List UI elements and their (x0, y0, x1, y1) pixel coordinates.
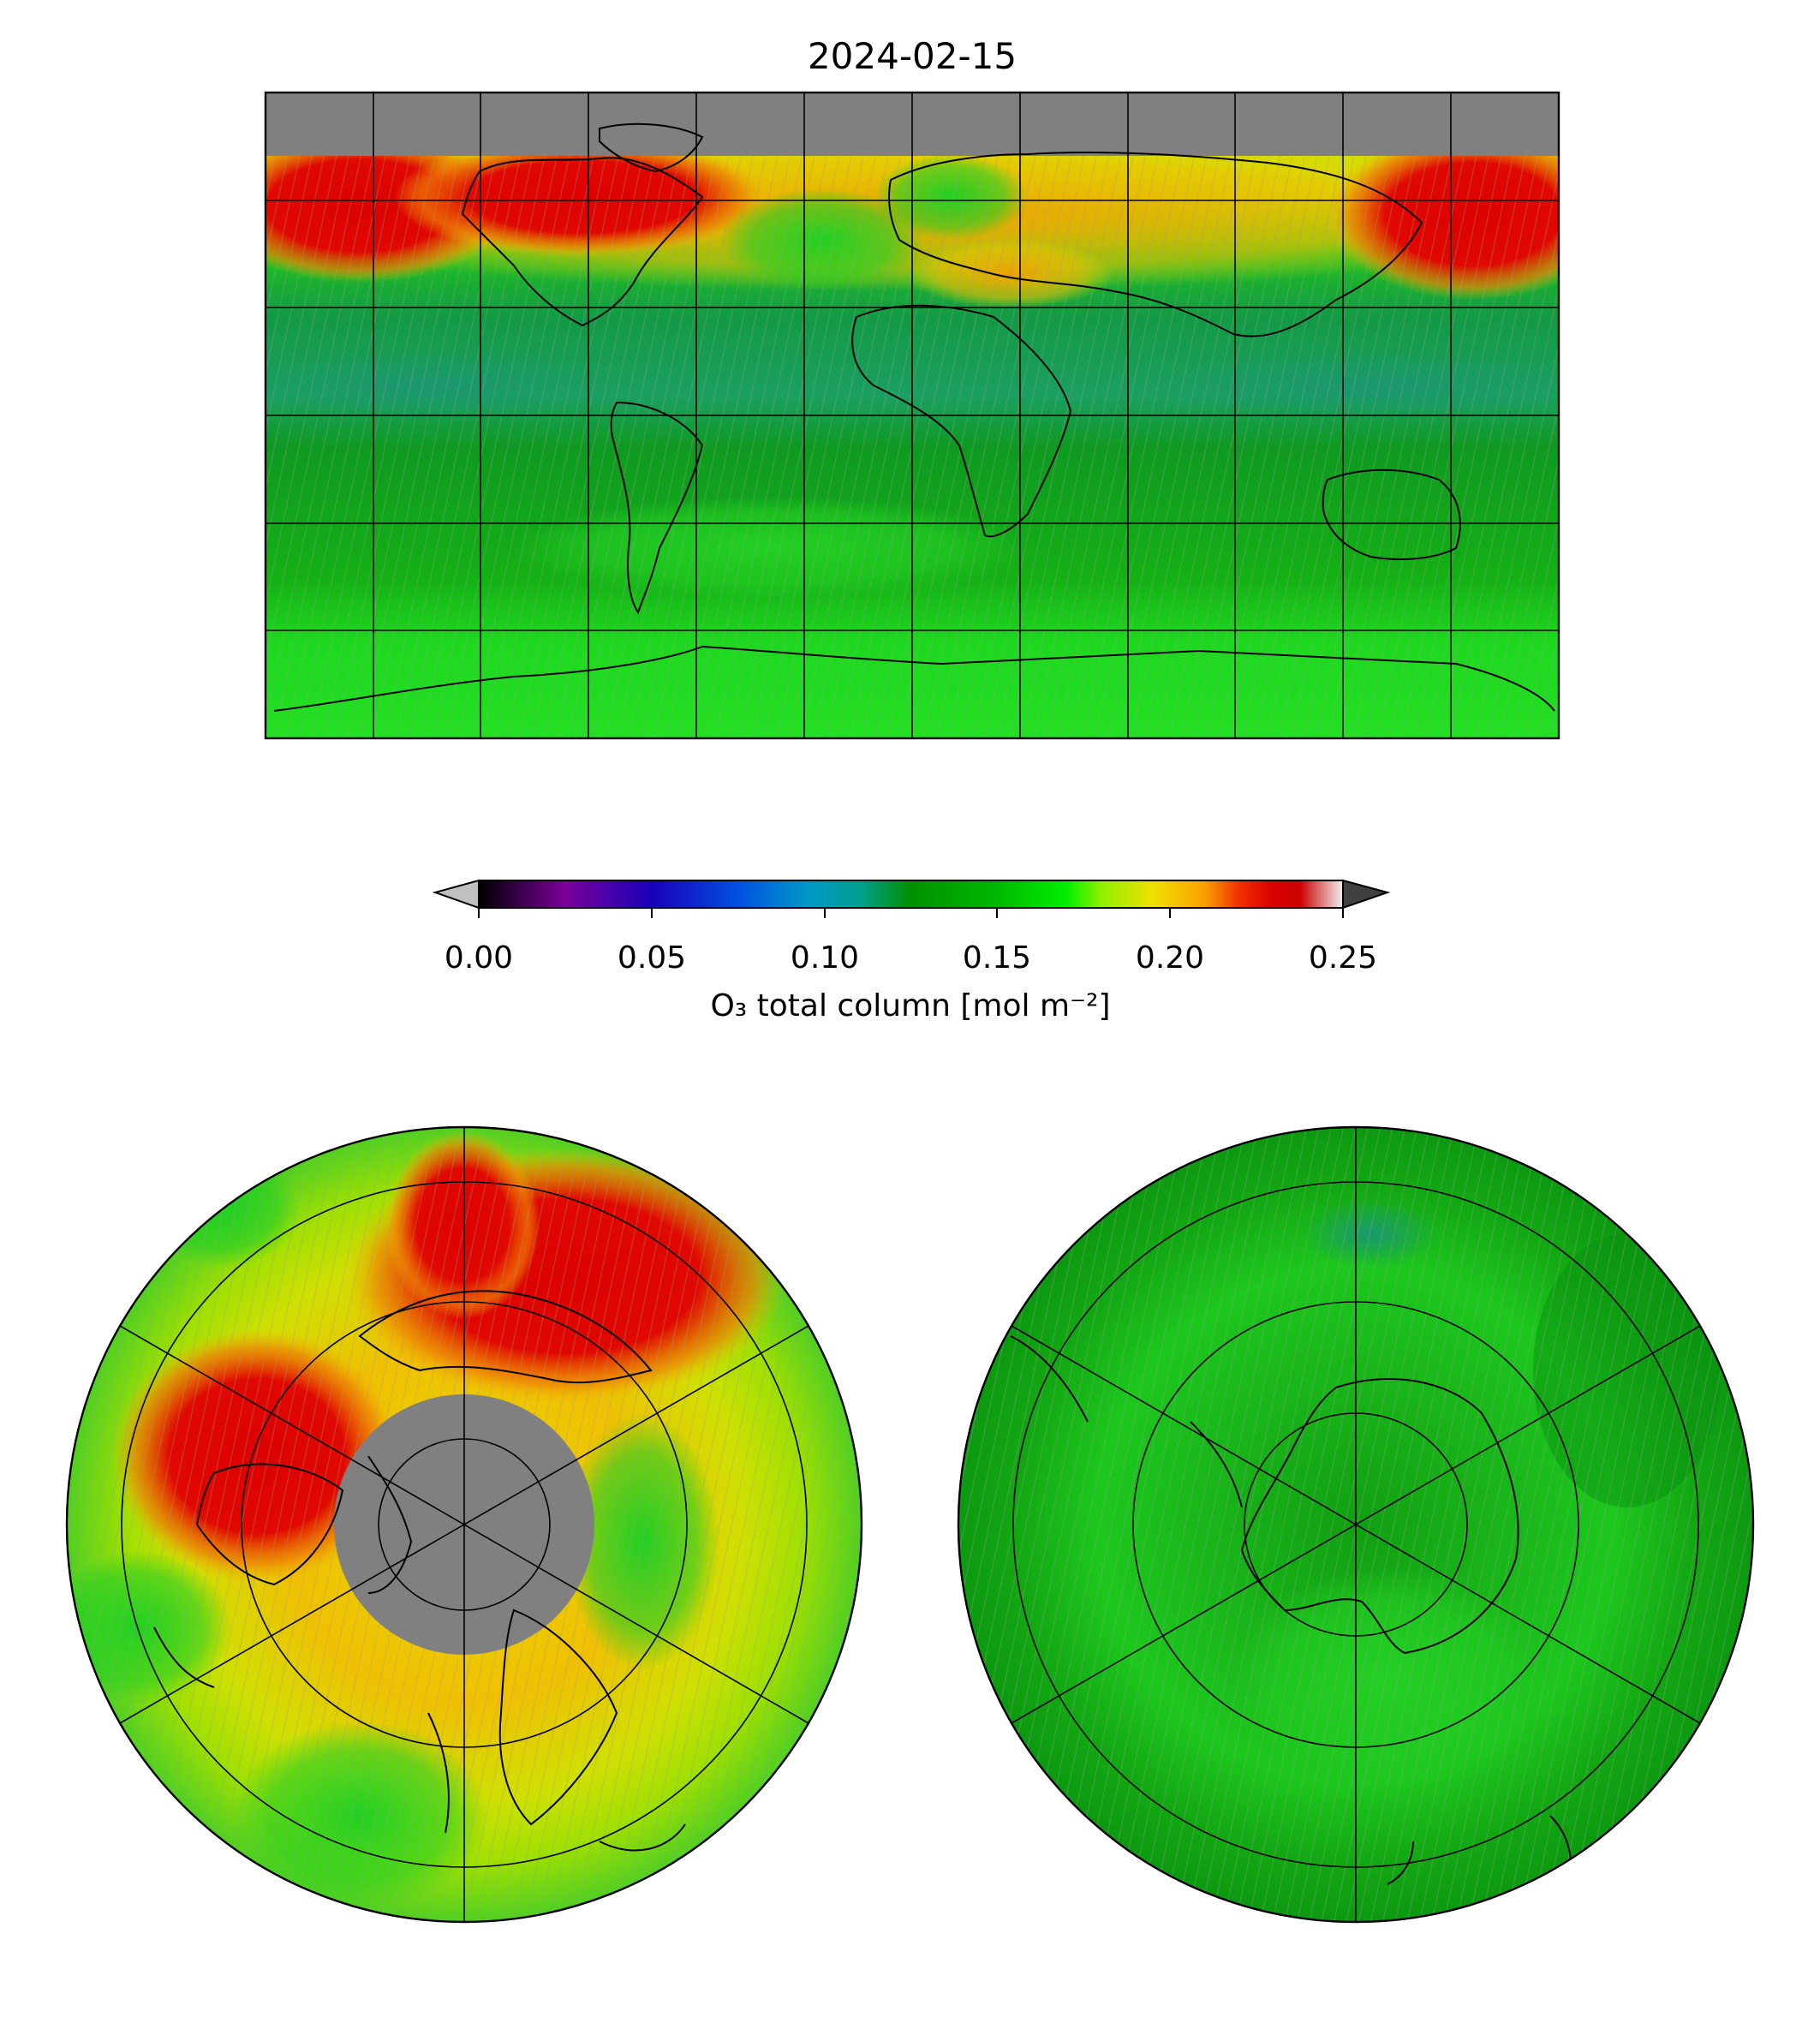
colorbar-ticks (478, 908, 1344, 918)
coastlines (273, 122, 1555, 712)
north-polar-map (67, 1127, 862, 1922)
north-map-frame (65, 1125, 863, 1924)
global-gridlines (266, 92, 1559, 738)
north-gridlines (119, 1127, 809, 1922)
figure-title: 2024-02-15 (808, 35, 1017, 77)
north-coastlines (153, 1290, 686, 1852)
colorbar-tick-label: 0.00 (445, 940, 513, 976)
south-map-frame (957, 1125, 1755, 1924)
colorbar-tick-label: 0.20 (1136, 940, 1204, 976)
colorbar-tick-label: 0.10 (791, 940, 859, 976)
colorbar-gradient (478, 880, 1344, 909)
colorbar-tick-label: 0.15 (963, 940, 1031, 976)
colorbar-label: O₃ total column [mol m⁻²] (710, 988, 1110, 1023)
colorbar: 0.00 0.05 0.10 0.15 0.20 0.25 O₃ total c… (432, 879, 1391, 1023)
global-map-frame (264, 91, 1560, 740)
colorbar-extend-over (1342, 879, 1391, 910)
colorbar-tick-label: 0.25 (1309, 940, 1377, 976)
colorbar-tick-label: 0.05 (618, 940, 686, 976)
south-gridlines (1011, 1127, 1701, 1922)
colorbar-extend-under (432, 879, 480, 910)
